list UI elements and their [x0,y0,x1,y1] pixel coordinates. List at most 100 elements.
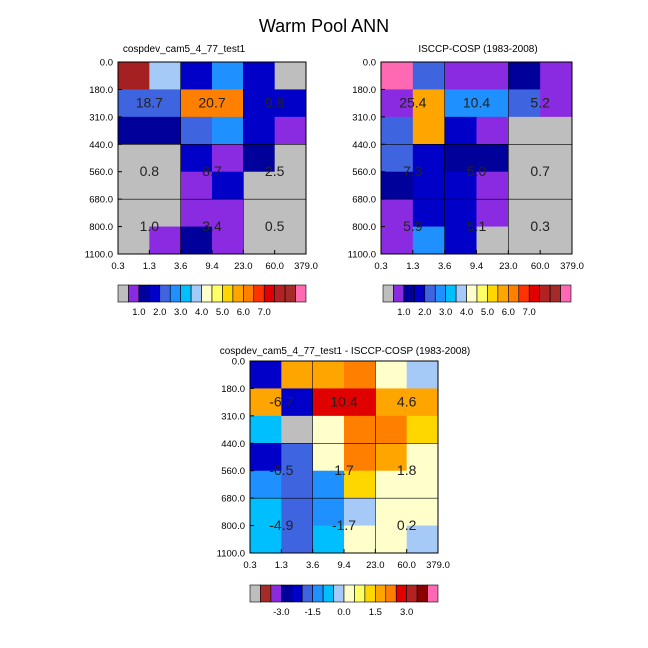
y-tick-label: 440.0 [352,140,376,151]
block-value-label: 5.9 [403,218,423,234]
y-tick-label: 560.0 [89,167,113,178]
colorbar-swatch [138,284,150,303]
colorbar-swatch [260,584,272,603]
block-value-label: 5.1 [467,218,487,234]
heatmap-cell [274,226,307,255]
heatmap-cell [281,388,314,417]
heatmap-cell [444,89,477,118]
colorbar-swatch [549,284,561,303]
heatmap-cell [381,199,414,227]
y-tick-label: 180.0 [221,384,245,395]
colorbar-label: 1.0 [397,307,410,318]
heatmap-cell [406,525,439,554]
y-tick-label: 1100.0 [85,250,113,261]
block-value-label: -4.9 [269,517,293,533]
colorbar-swatch [427,584,439,603]
colorbar-swatch [274,284,286,303]
heatmap-cell [476,199,509,227]
x-tick-label: 60.0 [265,261,284,272]
y-tick-label: 180.0 [352,85,376,96]
block-value-label: 25.4 [399,95,426,111]
heatmap-cell [212,171,244,200]
panel-title-model: cospdev_cam5_4_77_test1 [123,44,246,55]
heatmap-cell [444,62,477,90]
heatmap-cell [406,361,439,389]
heatmap-cell [149,89,182,118]
x-tick-label: 60.0 [531,261,550,272]
heatmap-cell [381,89,414,118]
heatmap-cell [274,89,307,118]
heatmap-cell [476,116,509,145]
heatmap-cell [281,525,314,554]
block-value-label: -1.7 [332,517,356,533]
panel-observed: ISCCP-COSP (1983-2008) 25.4 10.4 5.2 7.3 5.0… [348,44,584,318]
colorbar-label: 4.0 [460,307,473,318]
heatmap-cell [212,89,244,118]
heatmap-cell [476,62,509,90]
colorbar-swatch [243,284,255,303]
heatmap-cell [149,226,182,255]
y-tick-label: 800.0 [89,222,113,233]
heatmap-cell [540,89,573,118]
x-tick-label: 3.6 [438,261,451,272]
heatmap-cell [118,62,150,90]
heatmap-cell [508,116,541,145]
x-tick-label: 60.0 [397,560,416,571]
heatmap-cell [344,470,376,499]
heatmap-cell [412,89,446,118]
y-tick-label: 1100.0 [217,549,245,560]
colorbar-swatch [295,284,307,303]
heatmap-cell [149,116,182,145]
heatmap-cell [508,62,541,90]
heatmap-cell [540,116,573,145]
colorbar-label: 0.0 [337,607,350,618]
colorbar-label: 5.0 [481,307,494,318]
y-tick-label: 440.0 [221,439,245,450]
colorbar-swatch [333,584,345,603]
colorbar-swatch [476,284,488,303]
heatmap-cell [180,62,213,90]
colorbar-swatch [416,584,428,603]
colorbar-label: 2.0 [418,307,431,318]
block-value-label: 10.4 [330,394,357,410]
heatmap-cell [540,62,573,90]
panel-difference: cospdev_cam5_4_77_test1 - ISCCP-COSP (19… [217,346,471,618]
y-tick-label: 440.0 [89,140,113,151]
heatmap-cell [281,498,314,526]
colorbar-label: 5.0 [216,307,229,318]
colorbar-label: 6.0 [237,307,250,318]
heatmap-cell [243,89,276,118]
colorbar-swatch [149,284,161,303]
heatmap-cell [250,388,282,417]
heatmap-cell [375,470,408,499]
heatmap-cell [476,144,509,173]
colorbar-swatch [497,284,509,303]
heatmap-cell [149,171,182,200]
heatmap-cell [149,62,182,90]
colorbar-swatch [343,584,355,603]
heatmap-cell [250,498,282,526]
heatmap-cell [250,470,282,499]
block-value-label: 1.7 [334,462,354,478]
heatmap-cell [540,199,573,227]
x-tick-label: 379.0 [426,560,450,571]
heatmap-cell [243,116,276,145]
heatmap-cell [312,498,345,526]
heatmap-cell [540,144,573,173]
x-tick-label: 9.4 [470,261,483,272]
block-value-label: 18.7 [136,95,163,111]
colorbar-swatch [180,284,192,303]
colorbar-swatch [406,584,418,603]
colorbar-label: -1.5 [304,607,320,618]
block-value-label: 0.2 [397,517,417,533]
heatmap-cell [274,116,307,145]
colorbar-swatch [560,284,572,303]
heatmap-cell [312,525,345,554]
x-tick-label: 1.3 [406,261,419,272]
heatmap-cell [412,116,446,145]
heatmap-cell [281,415,314,444]
colorbar-swatch [312,584,324,603]
heatmap-cell [344,443,376,472]
colorbar-label: 3.0 [174,307,187,318]
heatmap-cell [180,226,213,255]
